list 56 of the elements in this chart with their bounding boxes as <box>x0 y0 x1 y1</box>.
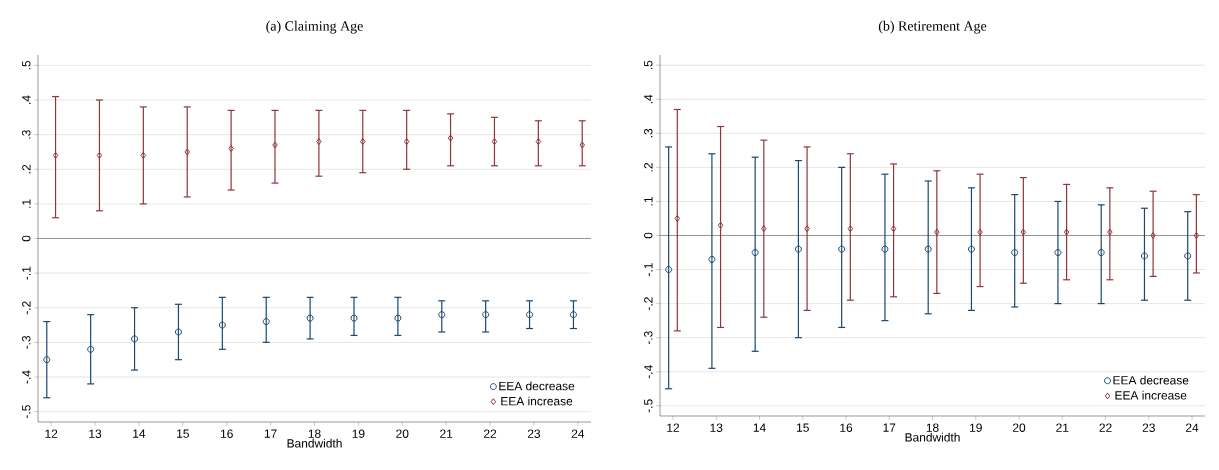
x-tick-label: 22 <box>484 429 497 438</box>
x-tick-label: 23 <box>1142 423 1155 432</box>
x-tick-label: 19 <box>352 429 365 438</box>
x-tick-label: 13 <box>710 423 723 432</box>
y-tick-label: .4 <box>22 95 31 104</box>
x-tick-label: 22 <box>1099 423 1112 432</box>
y-tick-label: -.2 <box>22 301 31 315</box>
y-tick-label: -.2 <box>644 297 653 311</box>
x-tick-label: 23 <box>527 429 541 438</box>
x-tick-label: 12 <box>667 423 680 432</box>
x-tick-label: 16 <box>220 429 233 438</box>
y-tick-label: .5 <box>22 60 31 70</box>
y-tick-label: .4 <box>644 94 653 104</box>
y-tick-label: -.1 <box>644 263 653 276</box>
y-tick-label: -.5 <box>644 399 653 413</box>
legend-label: EEA increase <box>501 396 573 406</box>
x-tick-label: 24 <box>1185 423 1199 432</box>
x-tick-label: 14 <box>753 423 766 432</box>
y-tick-label: -.3 <box>644 331 653 345</box>
x-tick-label: 15 <box>177 429 189 438</box>
x-tick-label: 15 <box>797 423 809 432</box>
x-tick-label: 19 <box>970 423 982 432</box>
y-tick-label: .5 <box>644 60 653 70</box>
y-tick-label: -.3 <box>22 335 31 349</box>
chart-title: (b) Retirement Age <box>878 20 987 34</box>
x-tick-label: 21 <box>440 429 453 438</box>
y-tick-label: .1 <box>22 199 31 208</box>
legend-label: EEA increase <box>1115 390 1187 400</box>
legend-label: EEA decrease <box>1113 375 1189 385</box>
y-tick-label: .2 <box>644 163 653 172</box>
x-tick-label: 13 <box>89 429 102 438</box>
y-tick-label: .3 <box>644 128 653 138</box>
x-tick-label: 20 <box>396 429 409 438</box>
x-tick-label: 20 <box>1012 423 1026 432</box>
x-tick-label: 18 <box>926 423 939 432</box>
y-tick-label: 0 <box>22 235 31 242</box>
x-tick-label: 17 <box>883 423 896 432</box>
y-tick-label: 0 <box>644 232 653 239</box>
y-tick-label: -.5 <box>22 405 31 419</box>
x-tick-label: 14 <box>133 429 146 438</box>
x-axis-title: Bandwidth <box>905 432 960 442</box>
y-tick-label: .1 <box>644 197 653 206</box>
x-tick-label: 18 <box>308 429 321 438</box>
y-tick-label: .2 <box>22 164 31 174</box>
x-tick-label: 17 <box>264 429 277 438</box>
x-tick-label: 21 <box>1056 423 1069 432</box>
x-axis-title: Bandwidth <box>287 438 342 448</box>
y-tick-label: -.4 <box>22 370 31 384</box>
chart-title: (a) Claiming Age <box>266 20 363 34</box>
x-tick-label: 16 <box>840 423 853 432</box>
y-tick-label: .3 <box>22 130 31 139</box>
y-tick-label: -.4 <box>644 365 653 379</box>
legend-label: EEA decrease <box>499 381 575 391</box>
x-tick-label: 12 <box>45 429 58 438</box>
y-tick-label: -.1 <box>22 266 31 280</box>
x-tick-label: 24 <box>571 429 585 438</box>
